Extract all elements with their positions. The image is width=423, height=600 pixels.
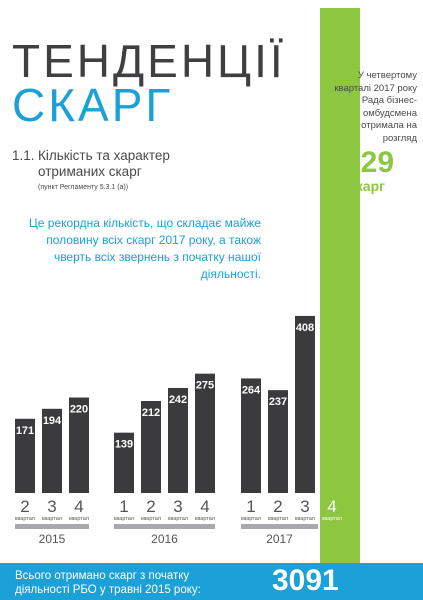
quarter-number-2016-q2: 2	[146, 497, 155, 516]
year-label-2016: 2016	[151, 532, 178, 546]
quarter-number-2015-q2: 2	[20, 497, 29, 516]
bar-2016-q1	[114, 432, 134, 493]
quarter-word-2015-q3: квартал	[42, 516, 62, 522]
bar-value-2017-q2: 237	[269, 396, 287, 408]
section-number: 1.1.	[12, 148, 35, 163]
bar-2015-q4	[69, 397, 89, 493]
side-note: У четвертому кварталі 2017 року Рада біз…	[334, 70, 417, 144]
quarter-word-2016-q1: квартал	[114, 516, 134, 522]
bar-2015-q2	[15, 418, 35, 493]
quarter-number-2016-q1: 1	[119, 497, 128, 516]
section-title: Кількість та характер отриманих скарг	[38, 148, 170, 179]
bar-value-2015-q2: 171	[16, 425, 34, 437]
bar-value-2016-q2: 212	[142, 407, 160, 419]
quarter-number-2017-q2: 2	[273, 497, 282, 516]
bar-2015-q3	[42, 408, 62, 493]
bar-value-2016-q3: 242	[169, 394, 187, 406]
quarter-word-2015-q2: квартал	[15, 516, 35, 522]
page-title-line1: ТЕНДЕНЦІЇ	[12, 35, 286, 87]
bar-2016-q2	[141, 400, 161, 493]
quarter-word-2017-q4: квартал	[322, 516, 342, 522]
quarter-word-2016-q2: квартал	[141, 516, 161, 522]
quarter-word-2016-q4: квартал	[195, 516, 215, 522]
quarter-number-2017-q1: 1	[246, 497, 255, 516]
bar-value-2017-q3: 408	[296, 322, 314, 334]
page-title-line2: СКАРГ	[12, 79, 174, 131]
bar-value-2015-q3: 194	[43, 415, 62, 427]
quarter-number-2015-q3: 3	[47, 497, 56, 516]
footer-band	[0, 563, 423, 600]
bar-value-2016-q4: 275	[196, 380, 214, 392]
footer-text: Всього отримано скарг з початку діяльнос…	[15, 570, 201, 596]
quarter-word-2017-q1: квартал	[241, 516, 261, 522]
quarter-number-2015-q4: 4	[74, 497, 83, 516]
year-line-2016	[114, 524, 215, 529]
bar-value-2017-q1: 264	[242, 384, 261, 396]
year-line-2015	[15, 524, 89, 529]
bar-2017-q3	[295, 315, 315, 493]
section-reference: (пункт Регламенту 5.3.1 (а))	[38, 184, 129, 191]
quarter-word-2016-q3: квартал	[168, 516, 188, 522]
q4-2017-count-unit: скарг	[348, 178, 385, 194]
quarter-word-2017-q2: квартал	[268, 516, 288, 522]
bar-2016-q3	[168, 387, 188, 493]
bar-2017-q2	[268, 390, 288, 493]
year-label-2017: 2017	[266, 532, 293, 546]
bar-2017-q1	[241, 378, 261, 493]
bar-value-2015-q4: 220	[70, 404, 88, 416]
highlight-q4-2017-bar	[320, 8, 360, 600]
quarter-word-2015-q4: квартал	[69, 516, 89, 522]
quarter-number-2017-q3: 3	[300, 497, 309, 516]
complaints-bar-chart: 1712квартал1943квартал2204квартал2015139…	[15, 315, 342, 546]
total-complaints: 3091	[272, 564, 339, 597]
bar-2016-q4	[195, 373, 215, 493]
year-label-2015: 2015	[39, 532, 66, 546]
highlight-text: Це рекордна кількість, що складає майже …	[28, 216, 261, 281]
bar-value-2016-q1: 139	[115, 439, 133, 451]
quarter-number-2016-q4: 4	[200, 497, 209, 516]
quarter-number-2016-q3: 3	[173, 497, 182, 516]
year-line-2017	[241, 524, 318, 529]
q4-2017-count: 729	[344, 146, 395, 179]
quarter-word-2017-q3: квартал	[295, 516, 315, 522]
quarter-number-2017-q4: 4	[327, 497, 336, 516]
